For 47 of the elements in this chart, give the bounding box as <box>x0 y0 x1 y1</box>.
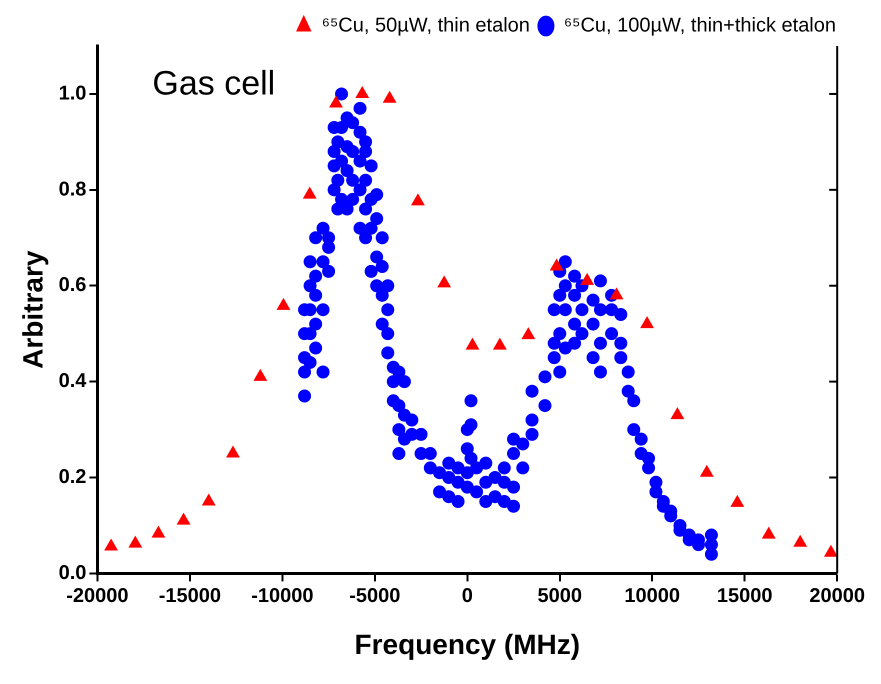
point <box>438 276 451 288</box>
point <box>730 495 744 507</box>
point <box>522 328 535 340</box>
point <box>128 536 142 548</box>
point <box>356 86 369 98</box>
x-tick-label: 5000 <box>538 584 582 607</box>
point <box>303 187 316 199</box>
point <box>824 545 838 557</box>
point <box>226 446 240 458</box>
point <box>254 369 267 381</box>
point <box>329 96 343 108</box>
point <box>794 535 807 547</box>
y-tick-label: 0.6 <box>58 274 86 296</box>
point <box>383 91 396 103</box>
point <box>550 259 564 271</box>
y-tick-label: 0.0 <box>58 562 86 584</box>
y-tick-label: 0.4 <box>58 370 88 392</box>
y-tick-label: 0.8 <box>58 178 86 200</box>
point <box>411 194 424 206</box>
point <box>276 298 290 310</box>
point <box>202 494 216 506</box>
x-tick-label: -15000 <box>158 584 222 607</box>
x-axis-title: Frequency (MHz) <box>354 628 580 660</box>
x-tick-label: -10000 <box>251 584 314 607</box>
x-tick-label: 20000 <box>809 584 866 607</box>
x-tick-label: 10000 <box>624 584 680 607</box>
annotation: Gas cell <box>152 64 276 102</box>
point <box>104 539 118 551</box>
x-tick-label: -20000 <box>66 584 129 607</box>
point <box>177 513 190 525</box>
legend-label: ⁶⁵Cu, 100µW, thin+thick etalon <box>564 14 836 37</box>
point <box>466 338 480 350</box>
point <box>610 288 624 300</box>
point <box>152 526 165 538</box>
legend-label: ⁶⁵Cu, 50µW, thin etalon <box>322 14 530 37</box>
y-tick-label: 1.0 <box>58 82 86 104</box>
y-tick-label: 0.2 <box>58 466 86 488</box>
point <box>640 316 654 328</box>
point <box>580 273 594 285</box>
x-tick-label: 0 <box>462 584 473 607</box>
point <box>762 527 776 539</box>
x-tick-label: 15000 <box>716 584 773 607</box>
x-tick-label: -5000 <box>349 584 400 607</box>
point <box>700 465 714 477</box>
point <box>493 338 506 350</box>
y-axis-title: Arbitrary <box>18 250 49 369</box>
point <box>670 408 684 420</box>
